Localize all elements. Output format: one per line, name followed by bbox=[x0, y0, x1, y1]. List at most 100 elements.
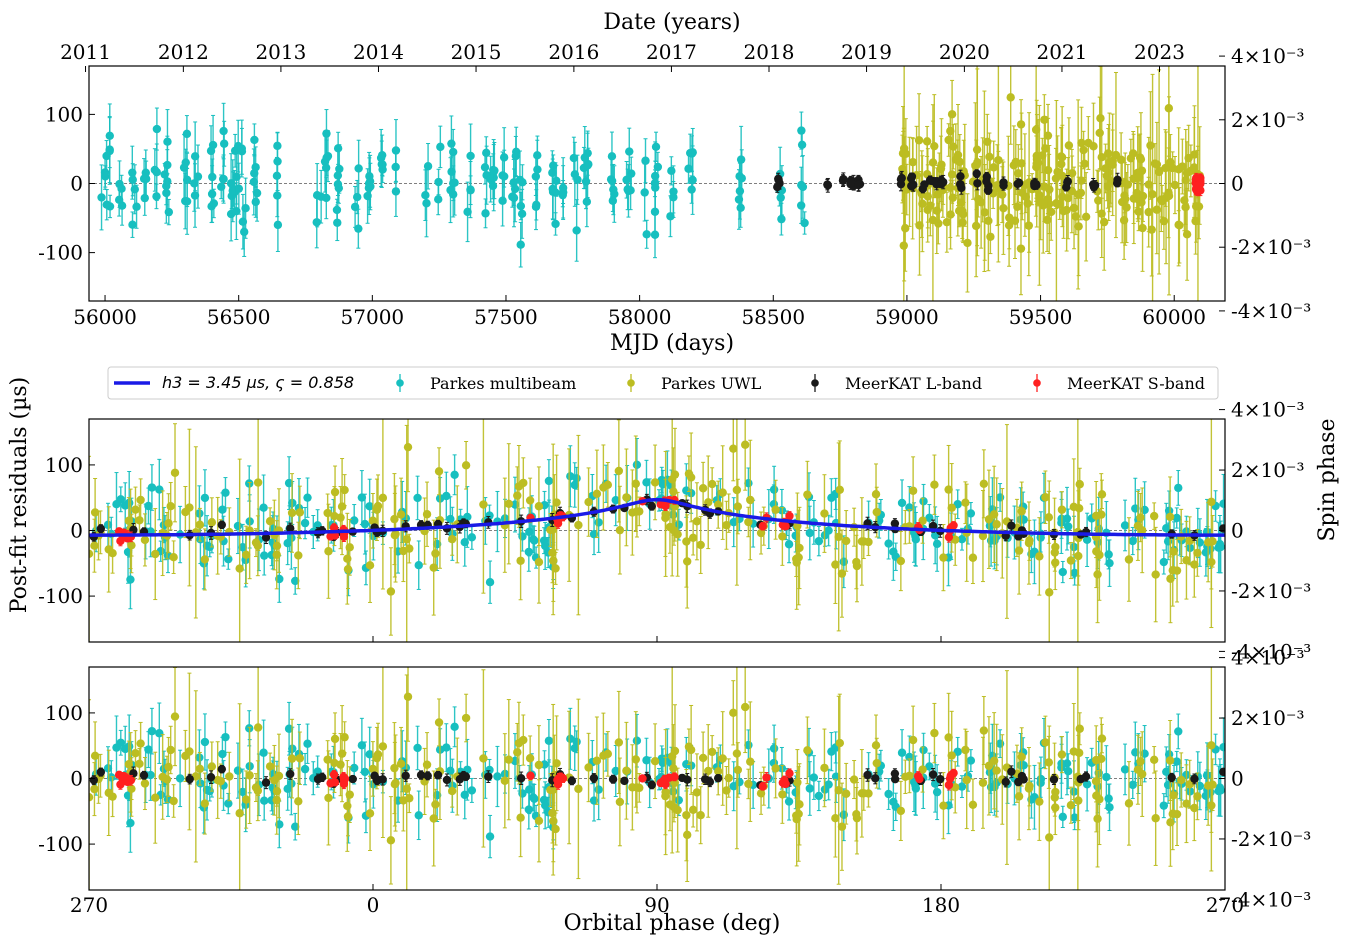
x-tick-label: 270 bbox=[70, 893, 108, 917]
toa-uwl bbox=[722, 765, 731, 815]
toa-pmb bbox=[809, 755, 819, 800]
toa-uwl bbox=[534, 466, 544, 547]
toa-ml bbox=[1049, 774, 1059, 786]
toa-uwl bbox=[603, 731, 613, 777]
toa-ml bbox=[936, 772, 945, 786]
toa-uwl bbox=[632, 761, 642, 814]
toa-uwl bbox=[696, 786, 705, 845]
toa-ml bbox=[890, 775, 900, 784]
toa-uwl bbox=[778, 765, 787, 824]
y2-tick-label: 4×10⁻³ bbox=[1231, 44, 1305, 68]
toa-uwl bbox=[207, 497, 217, 548]
toa-ml bbox=[871, 772, 880, 785]
toa-pmb bbox=[953, 736, 962, 767]
toa-pmb bbox=[155, 702, 164, 764]
toa-ms bbox=[126, 774, 136, 786]
top-x2-label: Date (years) bbox=[603, 10, 740, 35]
toa-uwl bbox=[718, 445, 727, 540]
toa-uwl bbox=[682, 769, 691, 862]
toa-uwl bbox=[574, 698, 583, 880]
toa-uwl bbox=[104, 506, 113, 593]
toa-uwl bbox=[207, 741, 217, 792]
toa-uwl bbox=[835, 693, 845, 793]
toa-uwl bbox=[771, 479, 780, 540]
toa-uwl bbox=[1041, 470, 1050, 525]
toa-pmb bbox=[152, 107, 162, 151]
toa-pmb bbox=[573, 154, 582, 205]
toa-uwl bbox=[185, 672, 194, 831]
y2-tick-label: 2×10⁻³ bbox=[1231, 458, 1305, 482]
toa-uwl bbox=[732, 419, 742, 586]
toa-ml bbox=[185, 773, 194, 785]
toa-uwl bbox=[1079, 130, 1088, 170]
toa-uwl bbox=[688, 520, 698, 556]
toa-pmb bbox=[1174, 470, 1183, 506]
toa-ml bbox=[1219, 767, 1225, 777]
toa-ml bbox=[516, 771, 526, 786]
toa-ml bbox=[261, 776, 271, 790]
toa-uwl bbox=[434, 698, 444, 747]
toa-uwl bbox=[771, 738, 780, 799]
toa-pmb bbox=[485, 560, 495, 604]
toa-ml bbox=[678, 773, 687, 783]
toa-pmb bbox=[357, 470, 367, 526]
toa-uwl bbox=[166, 482, 175, 531]
toa-pmb bbox=[333, 148, 343, 203]
toa-uwl bbox=[270, 744, 279, 816]
toa-uwl bbox=[1024, 501, 1034, 585]
toa-uwl bbox=[584, 732, 593, 803]
x-tick-label: 180 bbox=[922, 893, 960, 917]
toa-uwl bbox=[1207, 419, 1216, 629]
toa-uwl bbox=[1033, 119, 1043, 207]
toa-pmb bbox=[434, 183, 443, 216]
toa-uwl bbox=[461, 693, 471, 743]
toa-uwl bbox=[390, 722, 399, 815]
toa-ml bbox=[484, 770, 493, 784]
toa-uwl bbox=[191, 446, 201, 619]
x2-tick-label: 2016 bbox=[548, 40, 599, 64]
toa-ml bbox=[1031, 178, 1041, 190]
x2-tick-label: 2020 bbox=[939, 40, 990, 64]
toa-uwl bbox=[871, 463, 881, 526]
toa-ms bbox=[949, 521, 958, 530]
toa-uwl bbox=[696, 515, 705, 574]
toa-pmb bbox=[1036, 522, 1045, 553]
toa-pmb bbox=[162, 162, 171, 224]
toa-uwl bbox=[1077, 162, 1086, 199]
toa-uwl bbox=[200, 528, 209, 591]
toa-uwl bbox=[170, 423, 180, 523]
toa-pmb bbox=[1120, 499, 1130, 552]
toa-pmb bbox=[511, 135, 521, 177]
toa-uwl bbox=[294, 767, 303, 836]
toa-uwl bbox=[896, 530, 906, 592]
toa-ml bbox=[705, 776, 715, 788]
toa-uwl bbox=[1095, 96, 1104, 170]
toa-uwl bbox=[733, 478, 743, 535]
toa-uwl bbox=[323, 740, 332, 780]
toa-uwl bbox=[1057, 491, 1067, 529]
toa-ml bbox=[1001, 776, 1010, 788]
toa-uwl bbox=[1097, 473, 1106, 557]
toa-ml bbox=[1190, 773, 1199, 785]
toa-uwl bbox=[1096, 66, 1105, 171]
toa-uwl bbox=[185, 428, 194, 587]
toa-pmb bbox=[130, 164, 139, 215]
toa-ms bbox=[330, 778, 340, 787]
toa-ms bbox=[114, 770, 124, 780]
toa-uwl bbox=[852, 534, 861, 590]
toa-ml bbox=[96, 524, 106, 534]
x-tick-label: 59500 bbox=[1009, 305, 1073, 329]
toa-pmb bbox=[493, 745, 502, 808]
toa-ml bbox=[217, 520, 227, 530]
toa-pmb bbox=[1036, 768, 1045, 798]
toa-pmb bbox=[144, 487, 153, 525]
toa-ms bbox=[758, 782, 767, 791]
toa-uwl bbox=[1097, 479, 1107, 510]
toa-uwl bbox=[1164, 96, 1174, 296]
x-tick-label: 90 bbox=[644, 893, 669, 917]
toa-ms bbox=[915, 774, 924, 784]
toa-uwl bbox=[1207, 667, 1216, 872]
toa-pmb bbox=[544, 459, 554, 503]
toa-ml bbox=[433, 770, 443, 780]
toa-uwl bbox=[835, 440, 845, 540]
